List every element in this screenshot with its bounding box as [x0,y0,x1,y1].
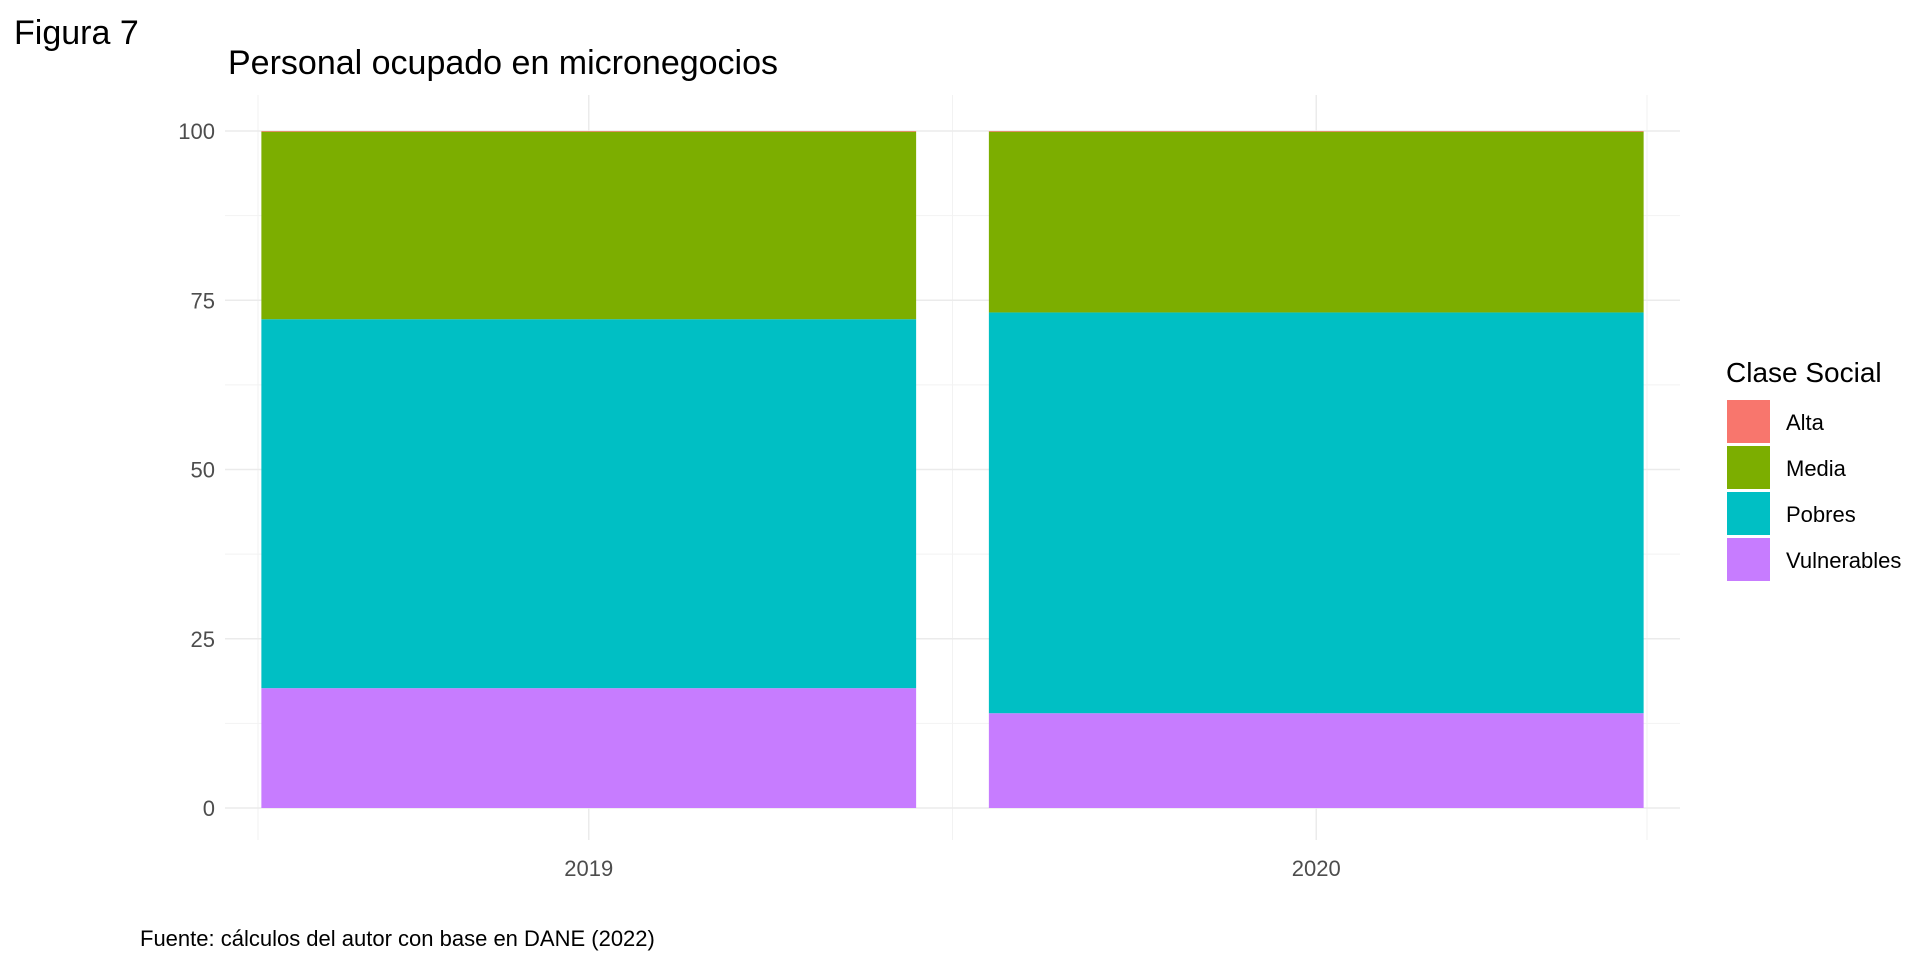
bar-stack-2020 [988,131,1644,808]
legend-key-pobres [1727,492,1770,535]
x-axis-tick-labels: 2019 2020 [564,856,1340,881]
bar-segment-media-2020 [988,131,1644,313]
y-tick-label: 0 [203,796,215,821]
y-tick-label: 100 [178,119,215,144]
bar-segment-pobres-2020 [988,312,1644,714]
legend-title: Clase Social [1726,357,1882,388]
source-note: Fuente: cálculos del autor con base en D… [140,926,655,951]
y-tick-label: 25 [191,627,215,652]
legend-label-alta: Alta [1786,410,1825,435]
bar-segment-media-2019 [261,131,917,320]
legend-key-alta [1727,400,1770,443]
legend-label-pobres: Pobres [1786,502,1856,527]
bar-stack-2019 [261,131,917,808]
bar-segment-alta-2019 [261,131,917,132]
bar-segment-alta-2020 [988,131,1644,132]
bar-segment-pobres-2019 [261,319,917,689]
bars [261,131,1644,808]
x-tick-label: 2020 [1292,856,1341,881]
bar-segment-vulnerables-2019 [261,688,917,808]
legend-label-media: Media [1786,456,1847,481]
legend-key-vulnerables [1727,538,1770,581]
chart-title: Personal ocupado en micronegocios [228,44,779,82]
figure-label: Figura 7 [14,14,139,52]
legend-key-media [1727,446,1770,489]
legend-label-vulnerables: Vulnerables [1786,548,1901,573]
x-tick-label: 2019 [564,856,613,881]
legend: Clase Social Alta Media Pobres Vulnerables [1726,357,1901,581]
y-tick-label: 75 [191,288,215,313]
bar-segment-vulnerables-2020 [988,713,1644,808]
y-axis-tick-labels: 0 25 50 75 100 [178,119,215,821]
y-tick-label: 50 [191,458,215,483]
